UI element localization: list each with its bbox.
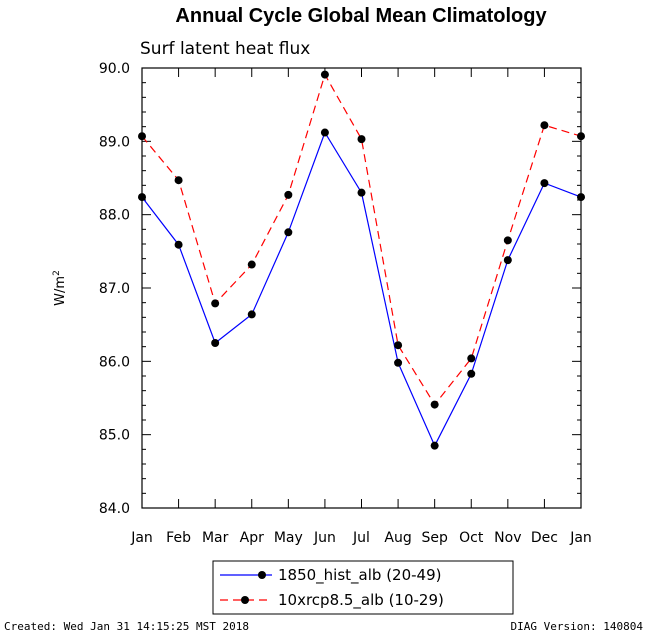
- x-tick-label: Jul: [352, 530, 370, 546]
- series-1-point: [211, 339, 220, 347]
- series-1-point: [247, 310, 256, 319]
- series-1-point: [357, 188, 366, 197]
- y-tick-label: 87.0: [99, 281, 130, 297]
- y-tick-label: 89.0: [99, 134, 130, 150]
- series-1-point: [503, 256, 512, 265]
- series-2-point: [577, 132, 585, 141]
- x-tick-label: Aug: [384, 530, 411, 546]
- x-tick-label: May: [274, 530, 303, 546]
- series-2-point: [467, 354, 476, 363]
- legend-label-series-1: 1850_hist_alb (20-49): [278, 566, 441, 585]
- x-tick-label: Mar: [202, 530, 229, 546]
- chart-title: Annual Cycle Global Mean Climatology: [175, 5, 547, 27]
- series-1-point: [540, 179, 549, 188]
- y-axis-label-text: W/m: [53, 276, 68, 306]
- legend-marker-series-1: [258, 571, 266, 579]
- x-tick-label: Feb: [166, 530, 191, 546]
- series-2-point: [357, 135, 366, 144]
- y-axis-label-superscript: 2: [52, 270, 62, 276]
- y-tick-label: 90.0: [99, 61, 130, 77]
- series-1-point: [284, 228, 293, 237]
- series-line-1: [141, 131, 582, 448]
- series-1-point: [174, 240, 183, 249]
- series-2-point: [430, 400, 439, 409]
- y-tick-label: 88.0: [99, 208, 130, 224]
- series-2-point: [211, 299, 220, 308]
- series-2-point: [503, 236, 512, 245]
- y-tick-label: 85.0: [99, 428, 130, 444]
- y-axis: 84.0 85.0 86.0 87.0 88.0 89.0 90.0: [99, 61, 581, 517]
- footer-created: Created: Wed Jan 31 14:15:25 MST 2018: [4, 620, 249, 633]
- x-tick-label: Apr: [240, 530, 264, 546]
- series-1-point: [320, 128, 329, 137]
- series-line-2: [141, 73, 582, 406]
- legend: 1850_hist_alb (20-49) 10xrcp8.5_alb (10-…: [212, 560, 514, 615]
- legend-box: [212, 560, 514, 615]
- series-2-point: [284, 190, 293, 199]
- x-tick-label: Nov: [494, 530, 521, 546]
- x-tick-label: Sep: [421, 530, 448, 546]
- series-2-point: [174, 176, 183, 185]
- legend-label-series-2: 10xrcp8.5_alb (10-29): [278, 591, 444, 610]
- legend-marker-series-2: [241, 596, 249, 604]
- series-2-point: [138, 132, 146, 141]
- y-tick-label: 86.0: [99, 354, 130, 370]
- y-tick-label: 84.0: [99, 501, 130, 517]
- chart-subtitle: Surf latent heat flux: [140, 39, 310, 59]
- y-axis-label: W/m2: [52, 270, 68, 306]
- footer-version: DIAG Version: 140804: [511, 620, 644, 633]
- series-2-point: [247, 260, 256, 269]
- x-tick-label: Jun: [313, 530, 336, 546]
- x-tick-label: Jan: [569, 530, 592, 546]
- series-1-point: [430, 441, 439, 450]
- plot-frame: [141, 67, 582, 509]
- series-group: [138, 70, 585, 450]
- series-2-point: [394, 341, 403, 350]
- series-1-point: [138, 193, 146, 202]
- series-2-point: [540, 121, 549, 130]
- x-axis: Jan Feb Mar Apr May Jun Jul Aug Sep Oct Nov Dec Jan: [130, 68, 592, 546]
- series-1-point: [577, 193, 585, 202]
- x-tick-label: Oct: [459, 530, 484, 546]
- series-1-point: [394, 358, 403, 367]
- series-2-point: [320, 70, 329, 79]
- x-tick-label: Dec: [531, 530, 558, 546]
- x-tick-label: Jan: [130, 530, 153, 546]
- series-1-point: [467, 369, 476, 378]
